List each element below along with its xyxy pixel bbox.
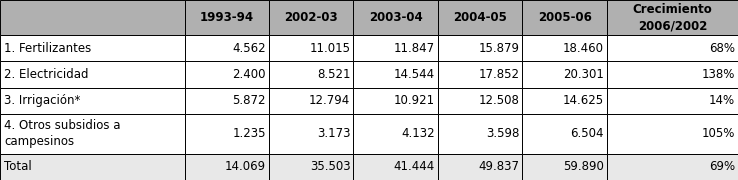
Bar (269, 88, 354, 114)
Text: 4. Otros subsidios a
campesinos: 4. Otros subsidios a campesinos (4, 119, 120, 148)
Bar (0, 61, 184, 88)
Text: 3.173: 3.173 (317, 127, 351, 140)
Bar (607, 88, 738, 114)
Bar (0, 154, 184, 180)
Text: 2005-06: 2005-06 (537, 11, 592, 24)
Text: 4.132: 4.132 (401, 127, 435, 140)
Bar (354, 88, 438, 114)
Bar (354, 0, 438, 35)
Bar (184, 114, 269, 154)
Bar (269, 154, 354, 180)
Text: 14%: 14% (709, 94, 735, 107)
Text: 4.562: 4.562 (232, 42, 266, 55)
Bar (523, 0, 607, 35)
Text: 8.521: 8.521 (317, 68, 351, 81)
Text: 68%: 68% (709, 42, 735, 55)
Bar (607, 35, 738, 61)
Text: 11.847: 11.847 (394, 42, 435, 55)
Text: 2003-04: 2003-04 (369, 11, 423, 24)
Text: 20.301: 20.301 (563, 68, 604, 81)
Bar (184, 35, 269, 61)
Text: 35.503: 35.503 (310, 160, 351, 173)
Text: 59.890: 59.890 (563, 160, 604, 173)
Bar (354, 154, 438, 180)
Text: 12.794: 12.794 (309, 94, 351, 107)
Text: 3.598: 3.598 (486, 127, 520, 140)
Text: 69%: 69% (709, 160, 735, 173)
Text: 15.879: 15.879 (478, 42, 520, 55)
Bar (354, 114, 438, 154)
Text: 6.504: 6.504 (570, 127, 604, 140)
Text: 1.235: 1.235 (232, 127, 266, 140)
Bar (523, 154, 607, 180)
Text: 1993-94: 1993-94 (200, 11, 254, 24)
Bar (354, 35, 438, 61)
Text: Crecimiento
2006/2002: Crecimiento 2006/2002 (632, 3, 712, 32)
Bar (269, 114, 354, 154)
Text: 17.852: 17.852 (478, 68, 520, 81)
Bar (607, 114, 738, 154)
Bar (607, 61, 738, 88)
Bar (438, 0, 523, 35)
Bar (184, 88, 269, 114)
Bar (607, 154, 738, 180)
Text: 138%: 138% (702, 68, 735, 81)
Text: 2004-05: 2004-05 (453, 11, 507, 24)
Text: 11.015: 11.015 (309, 42, 351, 55)
Bar (523, 35, 607, 61)
Text: 2. Electricidad: 2. Electricidad (4, 68, 89, 81)
Bar (0, 88, 184, 114)
Bar (438, 154, 523, 180)
Text: 5.872: 5.872 (232, 94, 266, 107)
Bar (523, 88, 607, 114)
Bar (438, 61, 523, 88)
Bar (438, 88, 523, 114)
Bar (184, 0, 269, 35)
Text: 14.069: 14.069 (225, 160, 266, 173)
Bar (184, 154, 269, 180)
Bar (0, 35, 184, 61)
Bar (523, 61, 607, 88)
Bar (607, 0, 738, 35)
Text: 1. Fertilizantes: 1. Fertilizantes (4, 42, 92, 55)
Bar (354, 61, 438, 88)
Text: 2002-03: 2002-03 (284, 11, 338, 24)
Text: 12.508: 12.508 (478, 94, 520, 107)
Bar (523, 114, 607, 154)
Text: 14.625: 14.625 (562, 94, 604, 107)
Bar (184, 61, 269, 88)
Text: 3. Irrigación*: 3. Irrigación* (4, 94, 80, 107)
Text: 41.444: 41.444 (393, 160, 435, 173)
Bar (269, 35, 354, 61)
Bar (438, 114, 523, 154)
Text: 49.837: 49.837 (478, 160, 520, 173)
Text: 18.460: 18.460 (563, 42, 604, 55)
Bar (269, 0, 354, 35)
Text: 105%: 105% (702, 127, 735, 140)
Bar (0, 0, 184, 35)
Bar (0, 114, 184, 154)
Text: 10.921: 10.921 (394, 94, 435, 107)
Bar (438, 35, 523, 61)
Text: Total: Total (4, 160, 32, 173)
Text: 14.544: 14.544 (394, 68, 435, 81)
Bar (269, 61, 354, 88)
Text: 2.400: 2.400 (232, 68, 266, 81)
